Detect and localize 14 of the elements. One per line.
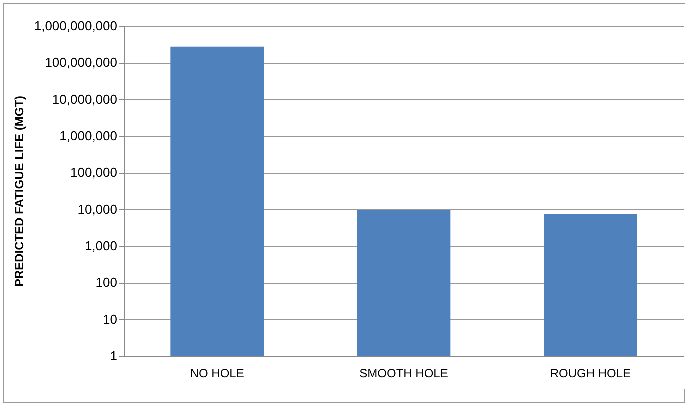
y-tick-label: 1,000,000 — [60, 128, 118, 144]
y-axis-title: PREDICTED FATIGUE LIFE (MGT) — [12, 96, 26, 288]
y-tick-label: 1,000 — [84, 238, 118, 254]
y-tick-label: 10 — [103, 312, 118, 327]
y-tick-label: 1,000,000,000 — [34, 18, 118, 34]
x-tick-label: NO HOLE — [190, 366, 244, 380]
y-tick-label: 10,000,000 — [52, 92, 118, 107]
x-tick-label: ROUGH HOLE — [550, 366, 632, 380]
y-tick-label: 100,000 — [70, 165, 118, 180]
y-tick-label: 1 — [110, 348, 118, 364]
y-tick-label: 100,000,000 — [45, 55, 118, 70]
y-tick-label: 100 — [96, 275, 118, 290]
y-tick-label: 10,000 — [78, 202, 118, 217]
x-tick-label: SMOOTH HOLE — [360, 366, 448, 380]
